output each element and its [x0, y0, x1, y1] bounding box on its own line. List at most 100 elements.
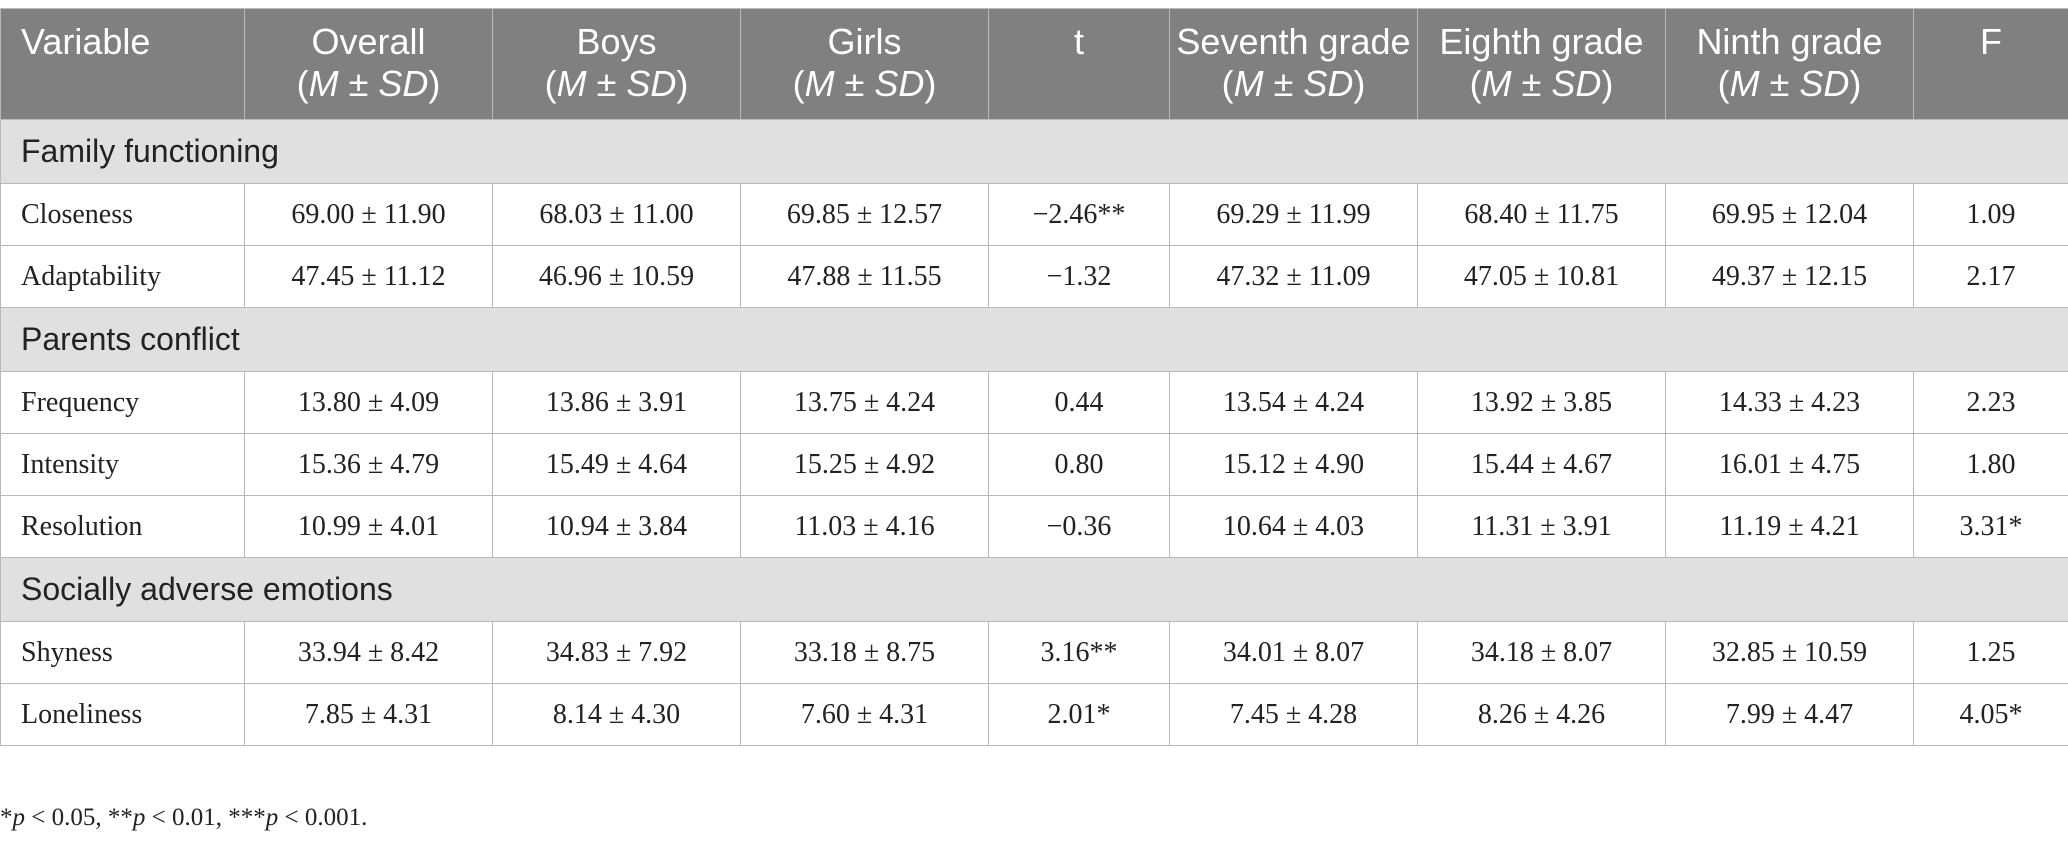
section-row: Parents conflict [0, 307, 2068, 372]
table-cell: 32.85 ± 10.59 [1665, 621, 1914, 684]
table-row: Frequency 13.80 ± 4.09 13.86 ± 3.91 13.75 ±… [0, 371, 2068, 434]
table-cell: 15.44 ± 4.67 [1417, 433, 1666, 496]
table-cell: 13.92 ± 3.85 [1417, 371, 1666, 434]
footnote-part: p [265, 804, 279, 831]
footnote-part: p [132, 804, 146, 831]
table-cell: 13.54 ± 4.24 [1169, 371, 1418, 434]
table-cell: 69.95 ± 12.04 [1665, 183, 1914, 246]
section-row: Family functioning [0, 119, 2068, 184]
section-title: Socially adverse emotions [0, 557, 2068, 622]
row-label: Loneliness [0, 683, 245, 746]
column-header: Girls (M ± SD) [740, 8, 989, 120]
table-cell: −2.46** [988, 183, 1170, 246]
footnote-part: p [12, 804, 26, 831]
footnote-part: < 0.01, *** [145, 804, 266, 831]
table-cell: 33.94 ± 8.42 [244, 621, 493, 684]
table-cell: 11.31 ± 3.91 [1417, 495, 1666, 558]
table-cell: 1.25 [1913, 621, 2068, 684]
row-label: Closeness [0, 183, 245, 246]
table-cell: 13.80 ± 4.09 [244, 371, 493, 434]
table-cell: 15.49 ± 4.64 [492, 433, 741, 496]
table-cell: 0.80 [988, 433, 1170, 496]
row-label: Shyness [0, 621, 245, 684]
table-cell: 69.85 ± 12.57 [740, 183, 989, 246]
column-header-label: Seventh grade [1176, 21, 1411, 62]
table-row: Loneliness 7.85 ± 4.31 8.14 ± 4.30 7.60 ± 4… [0, 683, 2068, 746]
table-cell: 13.86 ± 3.91 [492, 371, 741, 434]
table-cell: 47.32 ± 11.09 [1169, 245, 1418, 308]
table-cell: 2.23 [1913, 371, 2068, 434]
table-cell: 13.75 ± 4.24 [740, 371, 989, 434]
table-row: Resolution 10.99 ± 4.01 10.94 ± 3.84 11.03 … [0, 495, 2068, 558]
table-cell: 7.85 ± 4.31 [244, 683, 493, 746]
column-header-stat: (M ± SD) [544, 63, 689, 104]
column-header-label: F [1980, 21, 2002, 62]
column-header: t [988, 8, 1170, 120]
table-cell: 3.31* [1913, 495, 2068, 558]
table-cell: 46.96 ± 10.59 [492, 245, 741, 308]
table-cell: 10.99 ± 4.01 [244, 495, 493, 558]
column-header-stat: (M ± SD) [792, 63, 937, 104]
table-row: Intensity 15.36 ± 4.79 15.49 ± 4.64 15.25 ±… [0, 433, 2068, 496]
table-cell: 68.40 ± 11.75 [1417, 183, 1666, 246]
table-cell: 15.36 ± 4.79 [244, 433, 493, 496]
table-cell: 47.88 ± 11.55 [740, 245, 989, 308]
row-label: Adaptability [0, 245, 245, 308]
table-cell: 8.26 ± 4.26 [1417, 683, 1666, 746]
table-row: Adaptability 47.45 ± 11.12 46.96 ± 10.59 47… [0, 245, 2068, 308]
section-title: Family functioning [0, 119, 2068, 184]
table-cell: 7.45 ± 4.28 [1169, 683, 1418, 746]
column-header-label: Variable [21, 21, 151, 62]
column-header: Variable [0, 8, 245, 120]
table-cell: 8.14 ± 4.30 [492, 683, 741, 746]
table-cell: −0.36 [988, 495, 1170, 558]
footnote-part: < 0.05, ** [25, 804, 133, 831]
footnote-part: < 0.001. [278, 804, 368, 831]
table-cell: 69.29 ± 11.99 [1169, 183, 1418, 246]
table-cell: 14.33 ± 4.23 [1665, 371, 1914, 434]
table-cell: 68.03 ± 11.00 [492, 183, 741, 246]
table-cell: 47.05 ± 10.81 [1417, 245, 1666, 308]
column-header-label: Girls [827, 21, 902, 62]
table-cell: 1.09 [1913, 183, 2068, 246]
section-title: Parents conflict [0, 307, 2068, 372]
column-header: Boys (M ± SD) [492, 8, 741, 120]
table-cell: 10.64 ± 4.03 [1169, 495, 1418, 558]
table-cell: 34.18 ± 8.07 [1417, 621, 1666, 684]
column-header: Overall (M ± SD) [244, 8, 493, 120]
section-row: Socially adverse emotions [0, 557, 2068, 622]
table-cell: 4.05* [1913, 683, 2068, 746]
column-header-label: Boys [576, 21, 657, 62]
table-cell: 15.12 ± 4.90 [1169, 433, 1418, 496]
table-cell: 2.01* [988, 683, 1170, 746]
table-cell: 49.37 ± 12.15 [1665, 245, 1914, 308]
column-header-label: Overall [311, 21, 426, 62]
column-header-label: t [1073, 21, 1084, 62]
table-cell: 10.94 ± 3.84 [492, 495, 741, 558]
descriptive-statistics-table: Variable Overall (M ± SD) Boys (M ± SD) Girls… [0, 8, 2068, 746]
header-row: Variable Overall (M ± SD) Boys (M ± SD) Girls… [0, 8, 2068, 120]
row-label: Intensity [0, 433, 245, 496]
column-header: F [1913, 8, 2068, 120]
column-header: Seventh grade (M ± SD) [1169, 8, 1418, 120]
column-header: Ninth grade (M ± SD) [1665, 8, 1914, 120]
table-cell: 34.01 ± 8.07 [1169, 621, 1418, 684]
table-cell: 7.99 ± 4.47 [1665, 683, 1914, 746]
table-cell: 1.80 [1913, 433, 2068, 496]
table-cell: 2.17 [1913, 245, 2068, 308]
footnote-part: * [0, 804, 13, 831]
column-header-stat: (M ± SD) [1221, 63, 1366, 104]
row-label: Resolution [0, 495, 245, 558]
table-cell: 11.03 ± 4.16 [740, 495, 989, 558]
table-cell: 47.45 ± 11.12 [244, 245, 493, 308]
table-cell: 69.00 ± 11.90 [244, 183, 493, 246]
table-cell: 34.83 ± 7.92 [492, 621, 741, 684]
column-header-label: Ninth grade [1696, 21, 1883, 62]
table-body: Family functioning Closeness 69.00 ± 11.90… [0, 119, 2068, 746]
column-header-stat: (M ± SD) [1469, 63, 1614, 104]
column-header-stat: (M ± SD) [296, 63, 441, 104]
table-cell: 33.18 ± 8.75 [740, 621, 989, 684]
table-cell: 15.25 ± 4.92 [740, 433, 989, 496]
table-cell: −1.32 [988, 245, 1170, 308]
table-cell: 3.16** [988, 621, 1170, 684]
